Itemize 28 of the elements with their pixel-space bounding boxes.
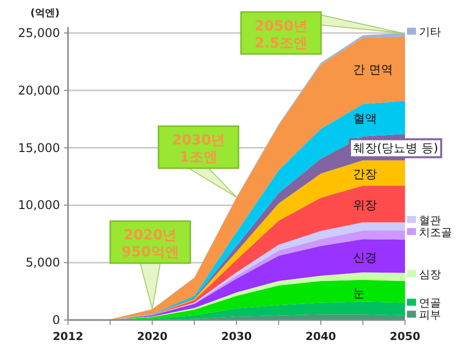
series-label: 치조골 <box>419 226 452 240</box>
y-tick-label: 10,000 <box>18 198 60 212</box>
legend-label: 심장 <box>419 268 441 281</box>
y-tick-label: 0 <box>52 313 60 327</box>
annotation: 2020년 950억엔 <box>122 228 179 261</box>
series-label: 눈 <box>353 286 365 300</box>
x-tick-label: 2040 <box>305 330 336 343</box>
y-tick-label: 15,000 <box>18 140 60 155</box>
y-tick-label: 20,000 <box>18 83 60 98</box>
legend-label: 연골 <box>419 296 441 310</box>
annotation: 2050년 2.5조엔 <box>254 18 308 52</box>
series-label: 기타 <box>419 26 441 39</box>
y-tick-label: 25,000 <box>18 26 60 40</box>
series-label: 위장 <box>353 198 377 212</box>
legend-label: 혈관 <box>419 214 441 228</box>
y-axis-title: (억엔) <box>30 8 60 19</box>
series-label: 간장 <box>353 167 377 182</box>
series-label: 혈액 <box>353 111 377 126</box>
x-tick-label: 2012 <box>52 330 84 343</box>
y-tick-label: 5,000 <box>26 256 60 270</box>
x-tick-label: 2050 <box>390 330 421 343</box>
x-tick-label: 2030 <box>221 330 252 343</box>
series-label: 신경 <box>353 250 377 264</box>
annotation: 2030년 1조엔 <box>172 132 225 166</box>
x-tick-label: 2020 <box>136 330 168 343</box>
legend-label: 피부 <box>419 308 441 322</box>
series-label: 간 면역 <box>353 62 393 77</box>
series-label: 췌장(당뇨병 등) <box>353 141 438 156</box>
